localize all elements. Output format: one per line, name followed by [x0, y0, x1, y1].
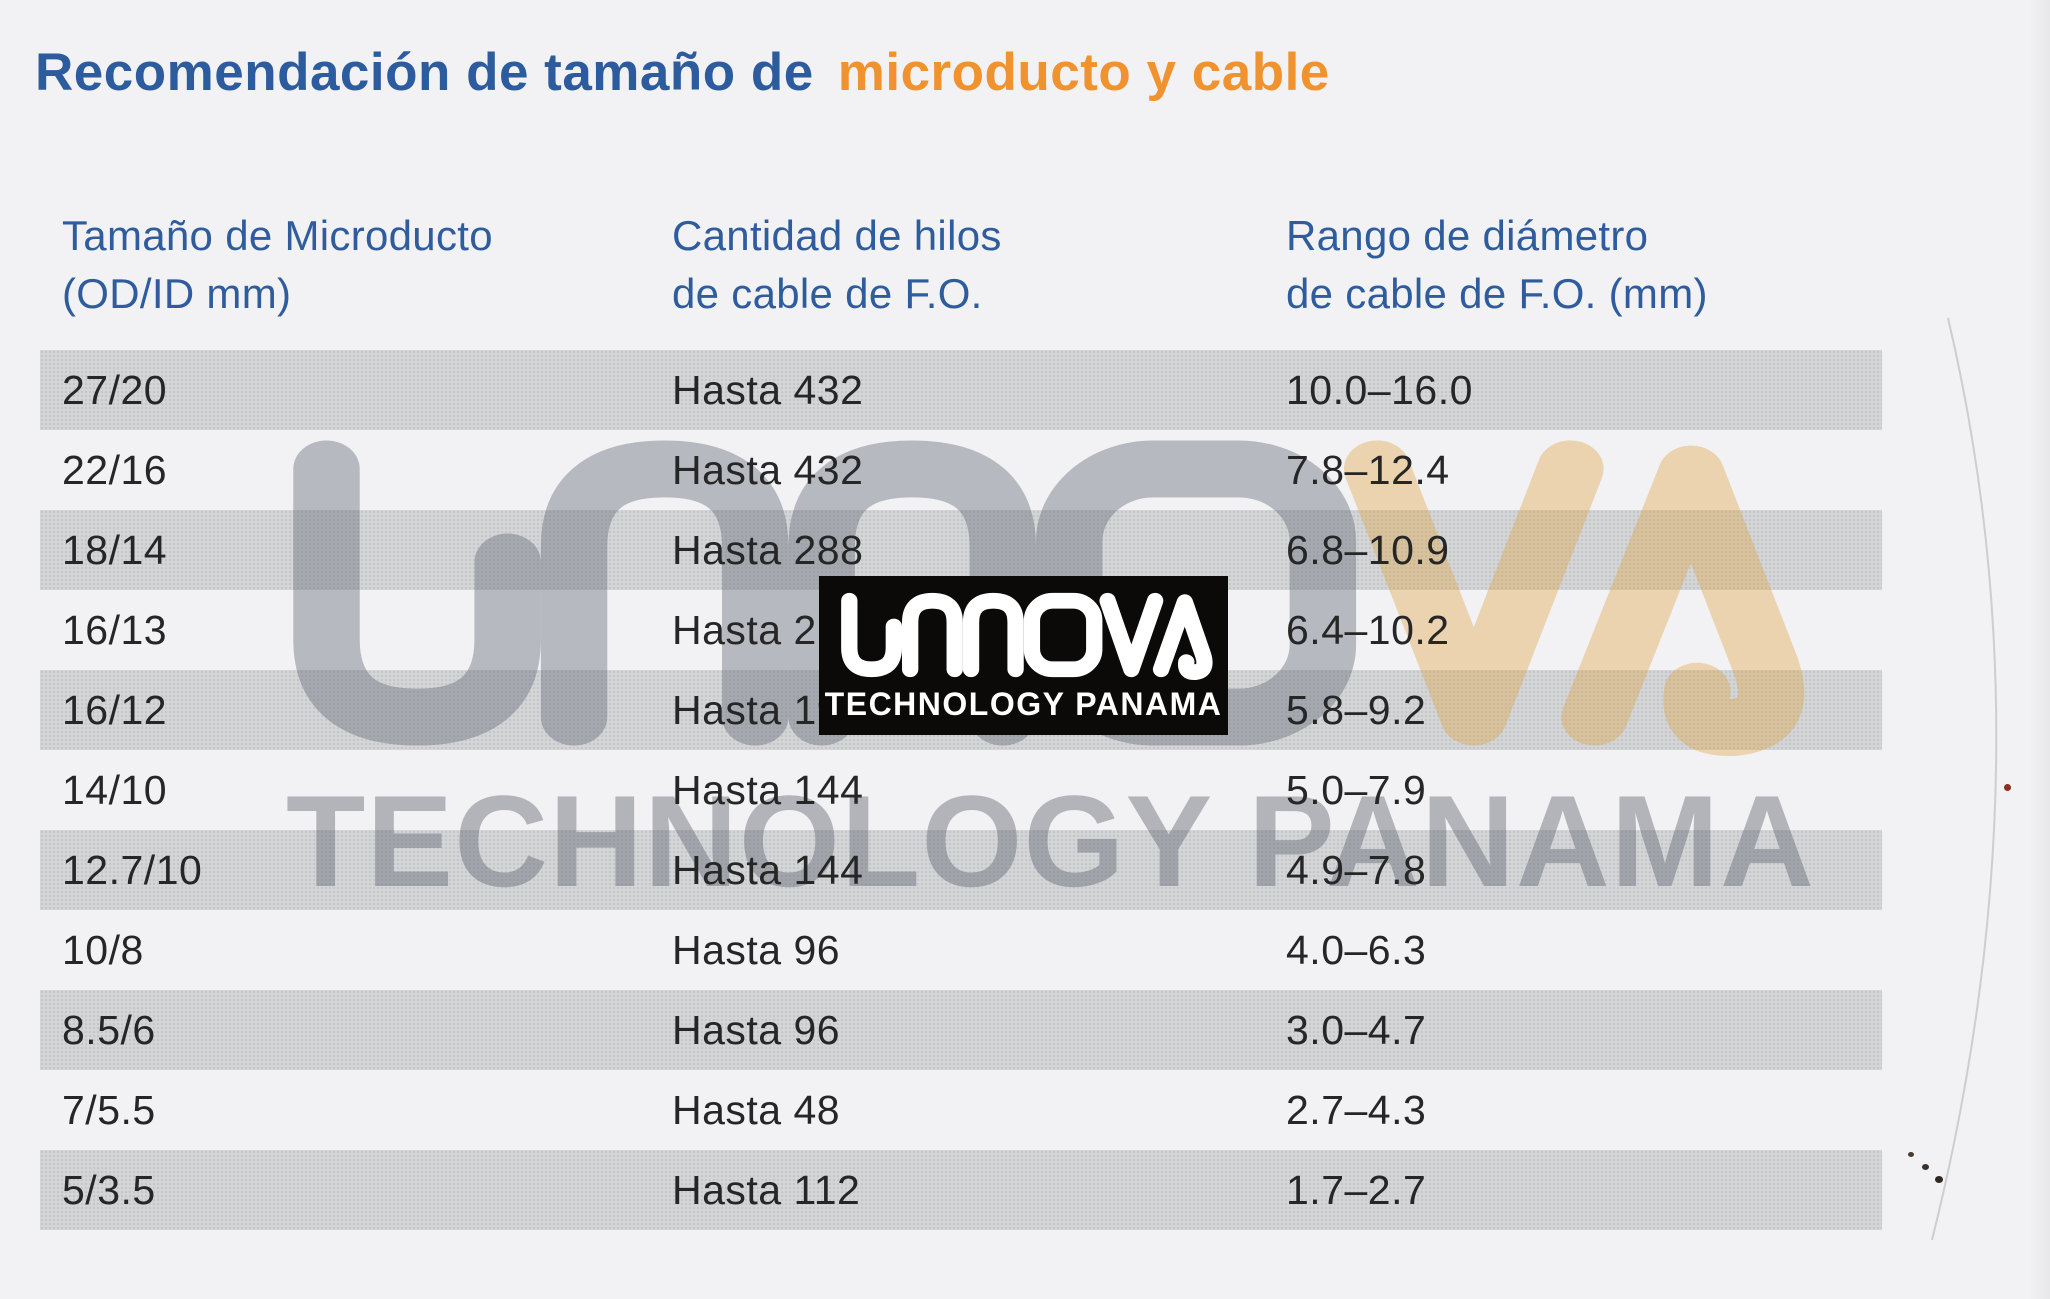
column-header-rango: Rango de diámetro de cable de F.O. (mm) — [1286, 207, 1708, 323]
cell-rango: 4.9–7.8 — [1286, 847, 1427, 893]
cell-rango: 7.8–12.4 — [1286, 447, 1450, 493]
table-row: 14/10 Hasta 144 5.0–7.9 — [40, 750, 1882, 830]
cell-hilos: Hasta 144 — [672, 847, 864, 893]
cell-hilos: Hasta 2 — [672, 607, 817, 653]
cell-microducto: 16/13 — [62, 607, 168, 653]
innova-logo-icon — [841, 592, 1213, 681]
column-header-microducto: Tamaño de Microducto (OD/ID mm) — [62, 207, 493, 323]
ink-speck — [1908, 1152, 1914, 1157]
cell-microducto: 22/16 — [62, 447, 168, 493]
page-title-highlight: microducto y cable — [837, 43, 1330, 102]
cell-rango: 1.7–2.7 — [1286, 1167, 1427, 1213]
table-row: 5/3.5 Hasta 112 1.7–2.7 — [40, 1150, 1882, 1230]
cell-microducto: 8.5/6 — [62, 1007, 156, 1053]
cell-rango: 10.0–16.0 — [1286, 367, 1473, 413]
cell-microducto: 10/8 — [62, 927, 144, 973]
column-header-line1: Cantidad de hilos — [672, 212, 1002, 259]
cell-rango: 2.7–4.3 — [1286, 1087, 1427, 1133]
column-header-line2: de cable de F.O. (mm) — [1286, 270, 1708, 317]
cell-hilos: Hasta 432 — [672, 367, 864, 413]
table-row: 18/14 Hasta 288 6.8–10.9 — [40, 510, 1882, 590]
column-header-line1: Tamaño de Microducto — [62, 212, 493, 259]
cell-rango: 5.0–7.9 — [1286, 767, 1427, 813]
cell-rango: 6.4–10.2 — [1286, 607, 1450, 653]
cell-microducto: 5/3.5 — [62, 1167, 156, 1213]
cell-hilos: Hasta 144 — [672, 767, 864, 813]
cell-microducto: 27/20 — [62, 367, 168, 413]
cell-microducto: 16/12 — [62, 687, 168, 733]
ink-speck — [2004, 784, 2011, 791]
cell-rango: 5.8–9.2 — [1286, 687, 1427, 733]
cell-hilos: Hasta 96 — [672, 1007, 841, 1053]
cell-microducto: 14/10 — [62, 767, 168, 813]
cell-hilos: Hasta 432 — [672, 447, 864, 493]
cell-rango: 3.0–4.7 — [1286, 1007, 1427, 1053]
cell-microducto: 7/5.5 — [62, 1087, 156, 1133]
cell-hilos: Hasta 96 — [672, 927, 841, 973]
badge-subtitle: TECHNOLOGY PANAMA — [824, 686, 1223, 722]
cell-rango: 4.0–6.3 — [1286, 927, 1427, 973]
ink-speck — [1922, 1164, 1929, 1170]
table-row: 7/5.5 Hasta 48 2.7–4.3 — [40, 1070, 1882, 1150]
page-title: Recomendación de tamaño de microducto y c… — [35, 42, 1330, 103]
table-row: 12.7/10 Hasta 144 4.9–7.8 — [40, 830, 1882, 910]
table-row: 22/16 Hasta 432 7.8–12.4 — [40, 430, 1882, 510]
ink-speck — [1935, 1176, 1943, 1183]
innova-badge: TECHNOLOGY PANAMA — [819, 576, 1228, 735]
cell-hilos: Hasta 48 — [672, 1087, 841, 1133]
column-header-line2: de cable de F.O. — [672, 270, 983, 317]
cell-microducto: 18/14 — [62, 527, 168, 573]
table-row: 16/13 Hasta 2 6.4–10.2 — [40, 590, 1882, 670]
column-header-line1: Rango de diámetro — [1286, 212, 1649, 259]
table-row: 10/8 Hasta 96 4.0–6.3 — [40, 910, 1882, 990]
page-title-main: Recomendación de tamaño de — [35, 43, 814, 102]
column-header-line2: (OD/ID mm) — [62, 270, 292, 317]
cell-microducto: 12.7/10 — [62, 847, 203, 893]
cell-rango: 6.8–10.9 — [1286, 527, 1450, 573]
page-edge-shade — [2028, 0, 2050, 1299]
column-header-hilos: Cantidad de hilos de cable de F.O. — [672, 207, 1002, 323]
table-row: 8.5/6 Hasta 96 3.0–4.7 — [40, 990, 1882, 1070]
cell-hilos: Hasta 112 — [672, 1167, 861, 1213]
table-row: 27/20 Hasta 432 10.0–16.0 — [40, 350, 1882, 430]
cell-hilos: Hasta 288 — [672, 527, 864, 573]
